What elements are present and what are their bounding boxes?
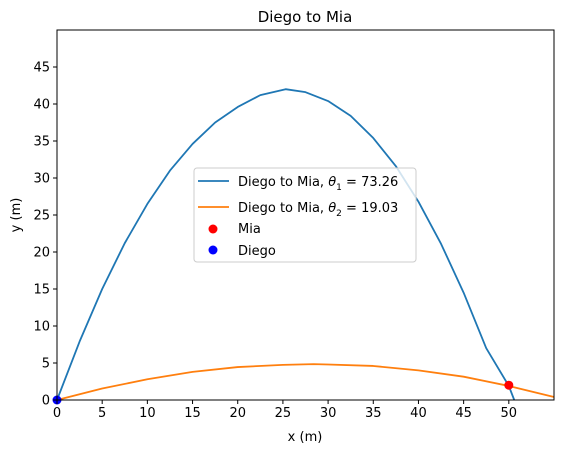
legend-label-series-1: Diego to Mia, θ1 = 73.26 xyxy=(238,175,398,193)
y-tick-label: 20 xyxy=(33,246,50,261)
x-axis-label: x (m) xyxy=(288,430,323,445)
x-tick-label: 40 xyxy=(410,406,427,421)
series-line-2 xyxy=(56,363,555,401)
x-tick-label: 30 xyxy=(320,406,337,421)
y-tick-label: 10 xyxy=(33,320,50,335)
x-tick-label: 10 xyxy=(139,406,156,421)
point-mia xyxy=(504,380,514,390)
y-tick-label: 35 xyxy=(33,135,50,150)
x-tick-label: 50 xyxy=(501,406,518,421)
y-tick-label: 0 xyxy=(42,394,50,409)
legend-marker-diego xyxy=(208,245,218,255)
legend-marker-mia xyxy=(208,224,218,234)
x-tick-label: 5 xyxy=(98,406,106,421)
y-axis-label: y (m) xyxy=(9,198,24,233)
series-line-1 xyxy=(56,88,516,401)
x-tick-label: 35 xyxy=(365,406,382,421)
legend: Diego to Mia, θ1 = 73.26 Diego to Mia, θ… xyxy=(193,167,417,263)
x-tick-label: 20 xyxy=(229,406,246,421)
series-layer xyxy=(56,88,555,401)
x-tick-label: 0 xyxy=(53,406,61,421)
y-tick-label: 25 xyxy=(33,209,50,224)
y-tick-label: 45 xyxy=(33,61,50,76)
x-tick-label: 15 xyxy=(184,406,201,421)
legend-label-mia: Mia xyxy=(238,222,261,237)
x-tick-label: 45 xyxy=(455,406,472,421)
legend-label-diego: Diego xyxy=(238,244,276,259)
x-axis-ticks: 0 5 10 15 20 25 30 35 40 45 50 xyxy=(53,400,517,421)
y-axis-ticks: 0 5 10 15 20 25 30 35 40 45 xyxy=(33,61,57,409)
y-tick-label: 40 xyxy=(33,98,50,113)
legend-box xyxy=(193,167,417,263)
legend-label-series-2: Diego to Mia, θ2 = 19.03 xyxy=(238,201,398,219)
y-tick-label: 15 xyxy=(33,283,50,298)
y-tick-label: 5 xyxy=(42,357,50,372)
chart-title: Diego to Mia xyxy=(258,8,353,26)
x-tick-label: 25 xyxy=(275,406,292,421)
y-tick-label: 30 xyxy=(33,172,50,187)
